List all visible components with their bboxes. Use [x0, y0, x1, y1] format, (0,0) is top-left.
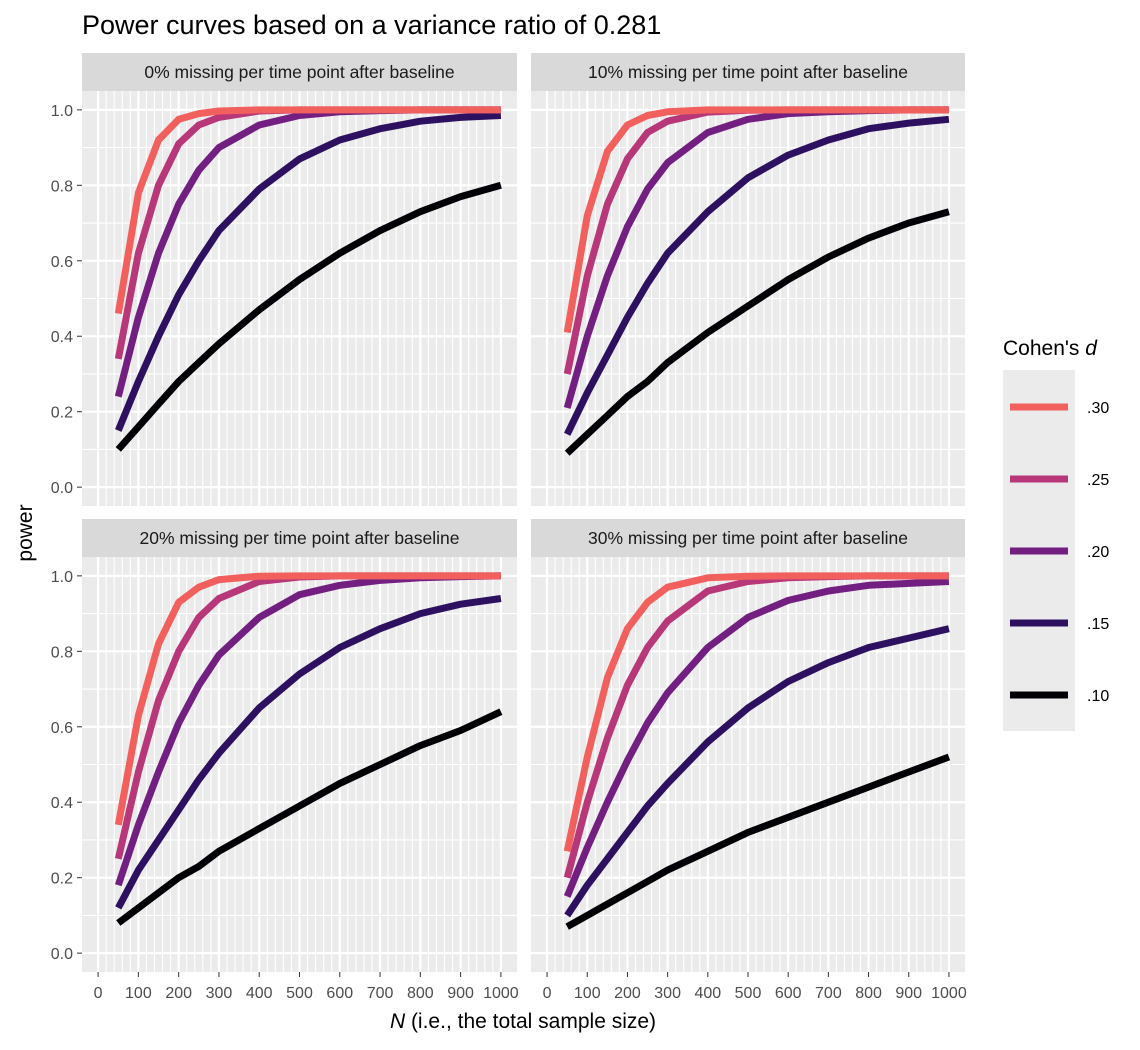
legend: Cohen's d .30 .25 .20 .15 .10: [1003, 337, 1109, 731]
facet-panels: 0% missing per time point after baseline…: [51, 53, 967, 1002]
facet-strip-label: 0% missing per time point after baseline: [144, 62, 454, 82]
legend-entries: .30 .25 .20 .15 .10: [1010, 400, 1109, 705]
x-axis-title-rest: (i.e., the total sample size): [405, 1010, 656, 1033]
legend-label: .15: [1087, 616, 1109, 633]
legend-title: Cohen's d: [1003, 337, 1098, 360]
y-tick-label: 1.0: [51, 569, 73, 586]
x-tick-label: 400: [694, 985, 721, 1002]
y-tick-label: 0.8: [51, 178, 73, 195]
x-tick-label: 200: [165, 985, 192, 1002]
x-tick-label: 100: [574, 985, 601, 1002]
x-tick-label: 0: [543, 985, 552, 1002]
x-tick-label: 600: [775, 985, 802, 1002]
y-tick-label: 1.0: [51, 103, 73, 120]
legend-label: .30: [1087, 400, 1109, 417]
x-tick-label: 1000: [483, 985, 519, 1002]
x-axis-title-italic: N: [390, 1010, 406, 1033]
facet-strip-label: 10% missing per time point after baselin…: [588, 62, 908, 82]
legend-title-italic: d: [1085, 337, 1098, 360]
x-tick-label: 0: [94, 985, 103, 1002]
y-tick-label: 0.2: [51, 405, 73, 422]
x-tick-label: 700: [367, 985, 394, 1002]
y-tick-label: 0.0: [51, 946, 73, 963]
legend-label: .20: [1087, 544, 1109, 561]
y-tick-label: 0.6: [51, 720, 73, 737]
x-axis-title: N (i.e., the total sample size): [390, 1010, 656, 1033]
facet-panel: 30% missing per time point after baselin…: [531, 519, 967, 1002]
series-line: [115, 595, 502, 910]
x-tick-label: 900: [447, 985, 474, 1002]
facet-strip-label: 20% missing per time point after baselin…: [139, 528, 459, 548]
y-tick-label: 0.2: [51, 871, 73, 888]
x-tick-label: 500: [735, 985, 762, 1002]
facet-strip-label: 30% missing per time point after baselin…: [588, 528, 908, 548]
series-line: [114, 572, 501, 826]
facet-panel: 20% missing per time point after baselin…: [51, 519, 519, 1002]
series-line: [564, 115, 950, 436]
x-tick-label: 700: [815, 985, 842, 1002]
y-tick-label: 0.8: [51, 644, 73, 661]
x-tick-label: 300: [206, 985, 233, 1002]
y-axis-title: power: [14, 504, 37, 561]
series-line: [563, 578, 950, 898]
legend-label: .25: [1087, 472, 1109, 489]
x-tick-label: 900: [895, 985, 922, 1002]
x-tick-label: 300: [654, 985, 681, 1002]
facet-strip: [82, 53, 517, 91]
series-line: [114, 106, 501, 315]
legend-label: .10: [1087, 688, 1109, 705]
x-tick-label: 200: [614, 985, 641, 1002]
series-line: [564, 208, 950, 456]
axis-titles: N (i.e., the total sample size) power: [14, 504, 656, 1033]
series-line: [563, 106, 949, 334]
series-line: [116, 708, 503, 926]
x-tick-label: 500: [286, 985, 313, 1002]
chart-title: Power curves based on a variance ratio o…: [82, 10, 661, 40]
series-line: [115, 112, 502, 432]
facet-strip: [531, 53, 965, 91]
facet-panel: 10% missing per time point after baselin…: [531, 53, 965, 506]
facet-strip: [82, 519, 517, 557]
x-tick-label: 800: [407, 985, 434, 1002]
x-tick-label: 100: [125, 985, 152, 1002]
series-line: [564, 625, 950, 918]
x-tick-label: 400: [246, 985, 273, 1002]
x-tick-label: 1000: [931, 985, 967, 1002]
y-tick-label: 0.6: [51, 254, 73, 271]
x-tick-label: 800: [855, 985, 882, 1002]
y-tick-label: 0.4: [51, 795, 73, 812]
y-tick-label: 0.0: [51, 480, 73, 497]
series-line: [563, 572, 949, 853]
series-line: [115, 181, 502, 452]
y-tick-label: 0.4: [51, 329, 73, 346]
series-line: [565, 753, 951, 930]
facet-panel: 0% missing per time point after baseline…: [51, 53, 517, 506]
legend-title-prefix: Cohen's: [1003, 337, 1085, 360]
facet-strip: [531, 519, 965, 557]
x-tick-label: 600: [326, 985, 353, 1002]
